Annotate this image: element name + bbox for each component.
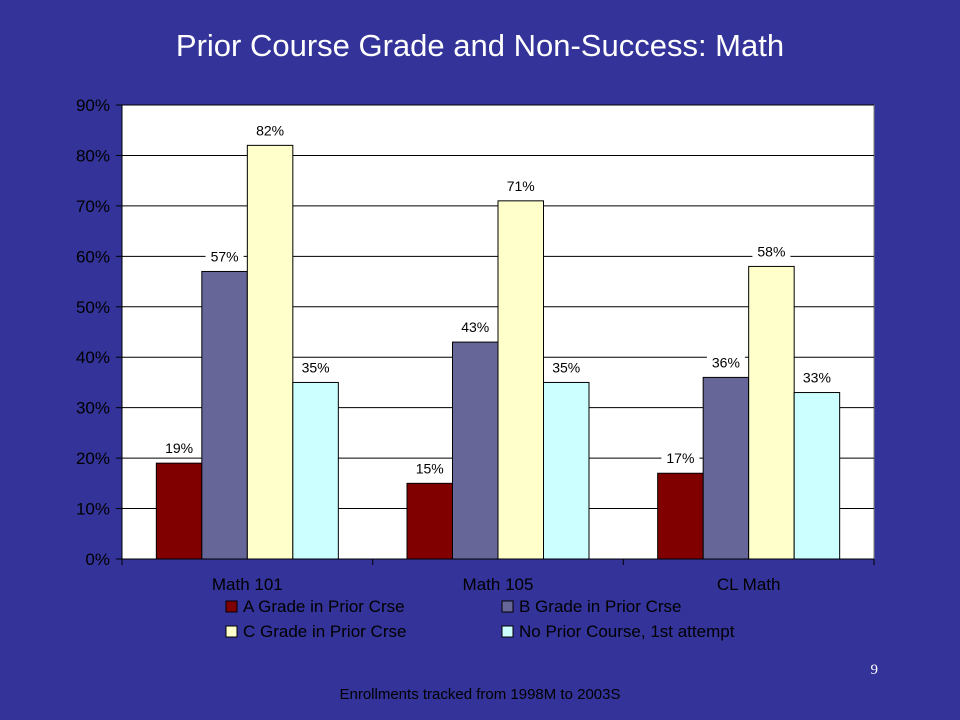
data-label: 19% — [165, 440, 193, 456]
y-tick-label: 20% — [76, 449, 110, 468]
data-label-bg — [501, 176, 540, 194]
data-label-bg — [547, 358, 586, 376]
x-category-label: CL Math — [717, 575, 781, 594]
data-label-bg — [661, 449, 700, 467]
bar — [201, 270, 248, 560]
data-label-bg — [706, 353, 745, 371]
data-label: 35% — [302, 359, 330, 375]
legend-swatch — [225, 600, 238, 613]
bar — [246, 144, 294, 560]
y-tick-label: 30% — [76, 399, 110, 418]
y-tick-label: 90% — [76, 96, 110, 115]
bar — [406, 482, 453, 560]
legend-label: B Grade in Prior Crse — [519, 597, 682, 616]
y-tick-label: 0% — [85, 550, 110, 569]
data-label-bg — [251, 121, 290, 139]
legend-swatch — [225, 625, 238, 638]
bar — [702, 376, 750, 560]
data-label: 36% — [712, 354, 740, 370]
data-label-bg — [752, 242, 791, 260]
data-label: 15% — [416, 460, 444, 476]
data-label: 82% — [256, 122, 284, 138]
legend-swatch — [501, 625, 514, 638]
data-label: 43% — [461, 319, 489, 335]
page-number: 9 — [870, 662, 879, 678]
data-label-bg — [296, 358, 335, 376]
bar — [657, 472, 704, 560]
bar — [543, 381, 590, 560]
data-label-bg — [205, 247, 244, 265]
y-tick-label: 50% — [76, 298, 110, 317]
y-tick-label: 40% — [76, 348, 110, 367]
data-label: 71% — [507, 178, 535, 194]
data-label-bg — [160, 439, 199, 457]
legend-label: C Grade in Prior Crse — [243, 622, 406, 641]
data-label: 17% — [666, 450, 694, 466]
data-label-bg — [456, 318, 495, 336]
data-label: 33% — [803, 370, 831, 386]
y-tick-label: 10% — [76, 500, 110, 519]
x-category-label: Math 105 — [463, 575, 534, 594]
footnote: Enrollments tracked from 1998M to 2003S — [339, 686, 621, 703]
y-tick-label: 70% — [76, 197, 110, 216]
y-tick-label: 60% — [76, 247, 110, 266]
bar — [497, 200, 544, 560]
bar — [292, 381, 339, 560]
data-label: 35% — [552, 359, 580, 375]
x-category-label: Math 101 — [212, 575, 283, 594]
data-label: 58% — [757, 243, 785, 259]
y-tick-label: 80% — [76, 146, 110, 165]
bar — [155, 462, 203, 560]
data-label-bg — [797, 368, 836, 386]
bar — [748, 265, 795, 560]
legend-label: A Grade in Prior Crse — [243, 597, 405, 616]
slide-title: Prior Course Grade and Non-Success: Math — [175, 28, 785, 63]
bar — [452, 341, 499, 560]
legend-swatch — [501, 600, 514, 613]
legend-label: No Prior Course, 1st attempt — [519, 622, 735, 641]
data-label-bg — [410, 459, 449, 477]
bar — [793, 392, 841, 560]
data-label: 57% — [211, 248, 239, 264]
